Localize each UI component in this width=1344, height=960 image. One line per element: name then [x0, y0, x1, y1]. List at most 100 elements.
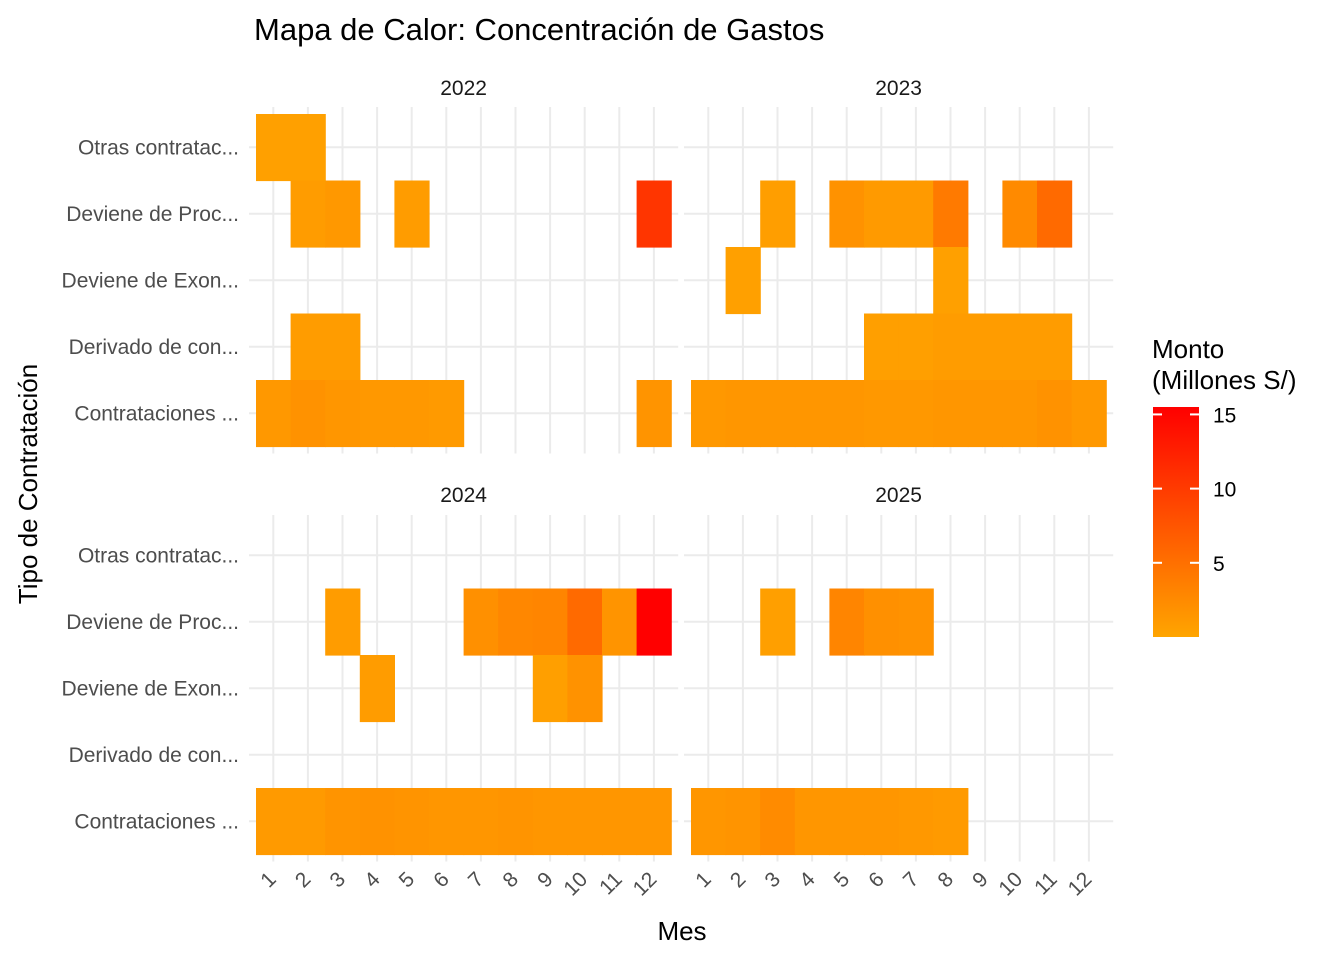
- heatmap-tile: [325, 180, 361, 248]
- x-tick-label: 7: [899, 868, 924, 893]
- x-tick-label: 1: [691, 868, 716, 893]
- facet-panel-2022: 2022 Contrataciones ... Derivado de con...…: [62, 77, 679, 454]
- y-tick-label: Otras contratac...: [78, 544, 239, 567]
- heatmap-tile: [725, 380, 761, 448]
- heatmap-tile: [829, 180, 865, 248]
- x-tick-label: 6: [429, 868, 454, 893]
- heatmap-tile: [394, 380, 430, 448]
- heatmap-tile: [290, 380, 326, 448]
- y-tick-label: Deviene de Exon...: [62, 677, 239, 700]
- x-tick-label: 1: [256, 868, 281, 893]
- x-tick-label: 11: [1030, 868, 1062, 900]
- legend-ticks: 5 10 15: [1153, 404, 1236, 576]
- heatmap-tile: [933, 380, 969, 448]
- x-tick-label: 3: [326, 868, 351, 893]
- heatmap-tile: [429, 788, 465, 856]
- heatmap-tile: [1002, 380, 1038, 448]
- heatmap-tile: [256, 380, 292, 448]
- heatmap-tile: [725, 788, 761, 856]
- x-tick-label: 5: [830, 868, 855, 893]
- x-tick-label: 5: [395, 868, 420, 893]
- facet-panels: 2022 Contrataciones ... Derivado de con...…: [62, 77, 1114, 901]
- heatmap-tile: [1002, 180, 1038, 248]
- color-legend: Monto (Millones S/) 5 10 15: [1152, 334, 1296, 637]
- facet-panel-2023: 2023: [684, 77, 1114, 454]
- heatmap-tile: [898, 380, 934, 448]
- heatmap-tile: [864, 380, 900, 448]
- heatmap-tile: [636, 788, 672, 856]
- x-tick-label: 2: [291, 868, 316, 893]
- x-tick-label: 12: [1064, 868, 1097, 901]
- y-tick-label: Deviene de Proc...: [66, 611, 239, 634]
- heatmap-tile: [967, 380, 1003, 448]
- legend-tick-label: 5: [1213, 553, 1225, 576]
- heatmap-tile: [602, 588, 638, 656]
- heatmap-tile: [829, 788, 865, 856]
- heatmap-tile: [898, 588, 934, 656]
- heatmap-tile: [256, 114, 292, 182]
- x-tick-label: 8: [499, 868, 524, 893]
- heatmap-tile: [463, 788, 499, 856]
- heatmap-tile: [325, 380, 361, 448]
- heatmap-tile: [602, 788, 638, 856]
- y-tick-label: Derivado de con...: [69, 336, 239, 359]
- heatmap-tile: [864, 180, 900, 248]
- heatmap-tile: [864, 588, 900, 656]
- x-tick-label: 10: [994, 868, 1027, 901]
- y-tick-label: Derivado de con...: [69, 744, 239, 767]
- heatmap-tile: [1037, 313, 1073, 381]
- heatmap-tile: [794, 380, 830, 448]
- legend-colorbar: [1153, 407, 1199, 637]
- heatmap-tile: [532, 788, 568, 856]
- heatmap-tile: [1002, 313, 1038, 381]
- y-tick-label: Deviene de Exon...: [62, 269, 239, 292]
- heatmap-tile: [463, 588, 499, 656]
- x-tick-label: 7: [464, 868, 489, 893]
- heatmap-tile: [794, 788, 830, 856]
- legend-title-line1: Monto: [1152, 334, 1224, 364]
- heatmap-tile: [567, 788, 603, 856]
- legend-tick-label: 15: [1213, 404, 1236, 427]
- heatmap-tile: [898, 788, 934, 856]
- heatmap-tile: [933, 180, 969, 248]
- x-tick-label: 9: [533, 868, 558, 893]
- x-tick-label: 12: [629, 868, 662, 901]
- heatmap-tile: [498, 588, 534, 656]
- heatmap-tile: [498, 788, 534, 856]
- heatmap-tile: [760, 380, 796, 448]
- y-axis-title: Tipo de Contratación: [13, 364, 43, 604]
- heatmap-tile: [933, 788, 969, 856]
- heatmap-tile: [1037, 380, 1073, 448]
- heatmap-tile: [691, 380, 727, 448]
- heatmap-tile: [760, 588, 796, 656]
- heatmap-tile: [725, 247, 761, 315]
- x-tick-label: 6: [864, 868, 889, 893]
- y-tick-label: Contrataciones ...: [74, 402, 239, 425]
- heatmap-tile: [864, 313, 900, 381]
- legend-tick-label: 10: [1213, 479, 1236, 502]
- heatmap-tile: [829, 588, 865, 656]
- heatmap-tile: [359, 788, 395, 856]
- heatmap-tile: [290, 313, 326, 381]
- heatmap-tile: [967, 313, 1003, 381]
- heatmap-tile: [290, 788, 326, 856]
- heatmap-tile: [691, 788, 727, 856]
- x-tick-label: 3: [761, 868, 786, 893]
- x-tick-label: 2: [726, 868, 751, 893]
- facet-label-2023: 2023: [875, 77, 922, 100]
- facet-panel-2024: 2024 Contrataciones ... Derivado de con...…: [62, 484, 679, 901]
- heatmap-tile: [1037, 180, 1073, 248]
- heatmap-tile: [256, 788, 292, 856]
- heatmap-tile: [290, 180, 326, 248]
- heatmap-tile: [394, 180, 430, 248]
- heatmap-tile: [532, 655, 568, 723]
- heatmap-tile: [1071, 380, 1107, 448]
- heatmap-tile: [760, 788, 796, 856]
- heatmap-tile: [636, 380, 672, 448]
- heatmap-tile: [829, 380, 865, 448]
- facet-label-2024: 2024: [440, 484, 487, 507]
- y-tick-label: Deviene de Proc...: [66, 203, 239, 226]
- x-tick-label: 4: [795, 868, 820, 893]
